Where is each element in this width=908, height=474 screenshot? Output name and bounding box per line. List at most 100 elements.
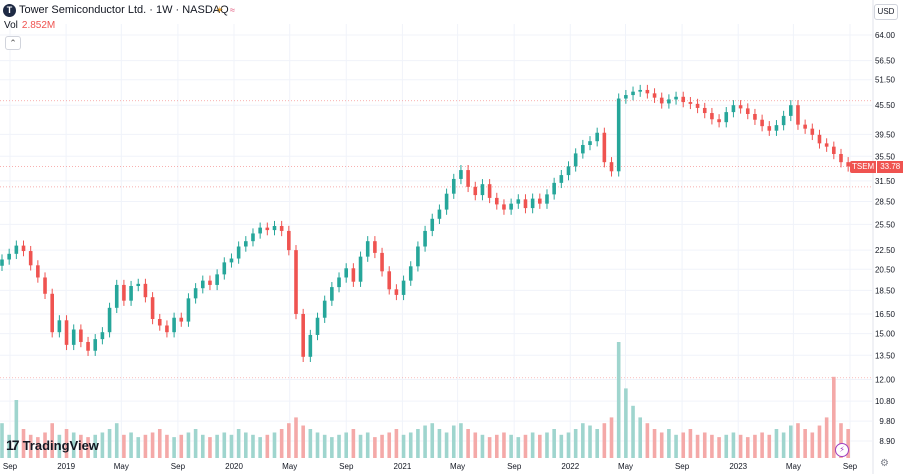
volume-bar (229, 434, 234, 458)
lightning-icon[interactable]: ⚡ (835, 443, 849, 457)
volume-bar (451, 425, 456, 458)
volume-bar (86, 437, 90, 458)
volume-bar (365, 432, 370, 458)
volume-bar (21, 429, 26, 458)
candle-body (509, 203, 513, 210)
volume-bar (810, 432, 815, 458)
volume-bar (487, 437, 492, 458)
candle-body (702, 107, 707, 114)
volume-legend: Vol 2.852M (4, 20, 55, 31)
candle-body (129, 286, 133, 301)
volume-bar (767, 434, 772, 458)
candle-body (810, 128, 815, 135)
volume-bar (710, 434, 714, 458)
volume-bar (122, 434, 126, 458)
candle-body (28, 251, 33, 266)
candle-body (624, 95, 628, 99)
volume-bar (107, 429, 112, 458)
candle-body (107, 307, 112, 333)
currency-button[interactable]: USD (874, 4, 898, 20)
sun-icon[interactable]: ☀ (215, 5, 224, 15)
candle-body (530, 198, 535, 209)
volume-bar (738, 434, 743, 458)
candle-body (695, 103, 700, 108)
volume-bar (609, 417, 614, 458)
volume-bar (717, 437, 721, 458)
y-tick-label: 51.50 (875, 76, 896, 85)
volume-bar (588, 425, 592, 458)
candle-body (796, 105, 800, 125)
candle-body (21, 245, 26, 252)
candle-body (753, 113, 757, 120)
volume-bar (236, 429, 241, 458)
candle-body (401, 280, 406, 295)
volume-bar (408, 432, 413, 458)
volume-bar (760, 432, 764, 458)
candle-body (165, 325, 169, 333)
x-tick-label: Sep (507, 462, 522, 471)
candle-body (294, 250, 298, 314)
volume-bar (688, 429, 693, 458)
volume-bar (114, 423, 119, 458)
volume-bar (796, 423, 800, 458)
candle-body (581, 145, 585, 154)
gear-icon[interactable]: ⚙ (880, 458, 889, 469)
chart-title[interactable]: Tower Semiconductor Ltd. · 1W · NASDAQ (19, 4, 229, 16)
candle-body (229, 258, 234, 263)
volume-bar (581, 423, 585, 458)
candle-body (265, 227, 270, 231)
wave-icon[interactable]: ≈ (230, 5, 235, 15)
tradingview-logo[interactable]: 17 TradingView (6, 437, 99, 453)
candle-body (64, 320, 69, 345)
volume-bar (595, 429, 599, 458)
volume-bar (523, 434, 528, 458)
y-tick-label: 64.00 (875, 31, 896, 40)
collapse-legend-button[interactable]: ⌃ (5, 36, 21, 50)
y-tick-label: 18.50 (875, 286, 896, 295)
candle-body (79, 329, 83, 342)
candle-body (659, 97, 664, 104)
candle-body (136, 283, 141, 287)
y-tick-label: 28.50 (875, 197, 896, 206)
candle-body (588, 141, 592, 146)
candle-body (710, 113, 714, 120)
candle-body (100, 332, 105, 340)
candle-body (631, 91, 635, 96)
x-tick-label: Sep (843, 462, 858, 471)
candle-body (143, 283, 148, 298)
candle-body (279, 225, 284, 231)
x-tick-label: Sep (171, 462, 186, 471)
candle-body (724, 112, 729, 123)
candle-body (416, 246, 420, 267)
candle-body (459, 170, 463, 179)
volume-bar (674, 434, 678, 458)
candle-body (0, 259, 4, 266)
volume-bar (294, 417, 298, 458)
candle-body (487, 184, 492, 198)
y-tick-label: 8.90 (879, 437, 895, 446)
volume-bar (57, 434, 62, 458)
y-tick-label: 31.50 (875, 177, 896, 186)
volume-bar (179, 434, 184, 458)
candle-body (251, 233, 255, 242)
volume-bar (186, 432, 191, 458)
last-price-tag: TSEM 33.78 (850, 161, 904, 173)
candle-body (365, 241, 370, 257)
y-tick-label: 20.50 (875, 265, 896, 274)
volume-bar (824, 417, 829, 458)
x-tick-label: May (786, 462, 801, 471)
volume-bar (79, 434, 83, 458)
candle-body (645, 89, 650, 94)
x-tick-label: 2021 (394, 462, 412, 471)
candle-body (774, 125, 779, 131)
candle-body (186, 298, 191, 322)
x-tick-label: 2022 (561, 462, 579, 471)
x-tick-label: Sep (3, 462, 18, 471)
y-tick-label: 9.80 (879, 417, 895, 426)
candle-body (430, 218, 435, 231)
candle-body (839, 153, 843, 163)
volume-bar (208, 437, 212, 458)
tradingview-wordmark: TradingView (22, 437, 99, 453)
volume-bar (14, 400, 19, 458)
